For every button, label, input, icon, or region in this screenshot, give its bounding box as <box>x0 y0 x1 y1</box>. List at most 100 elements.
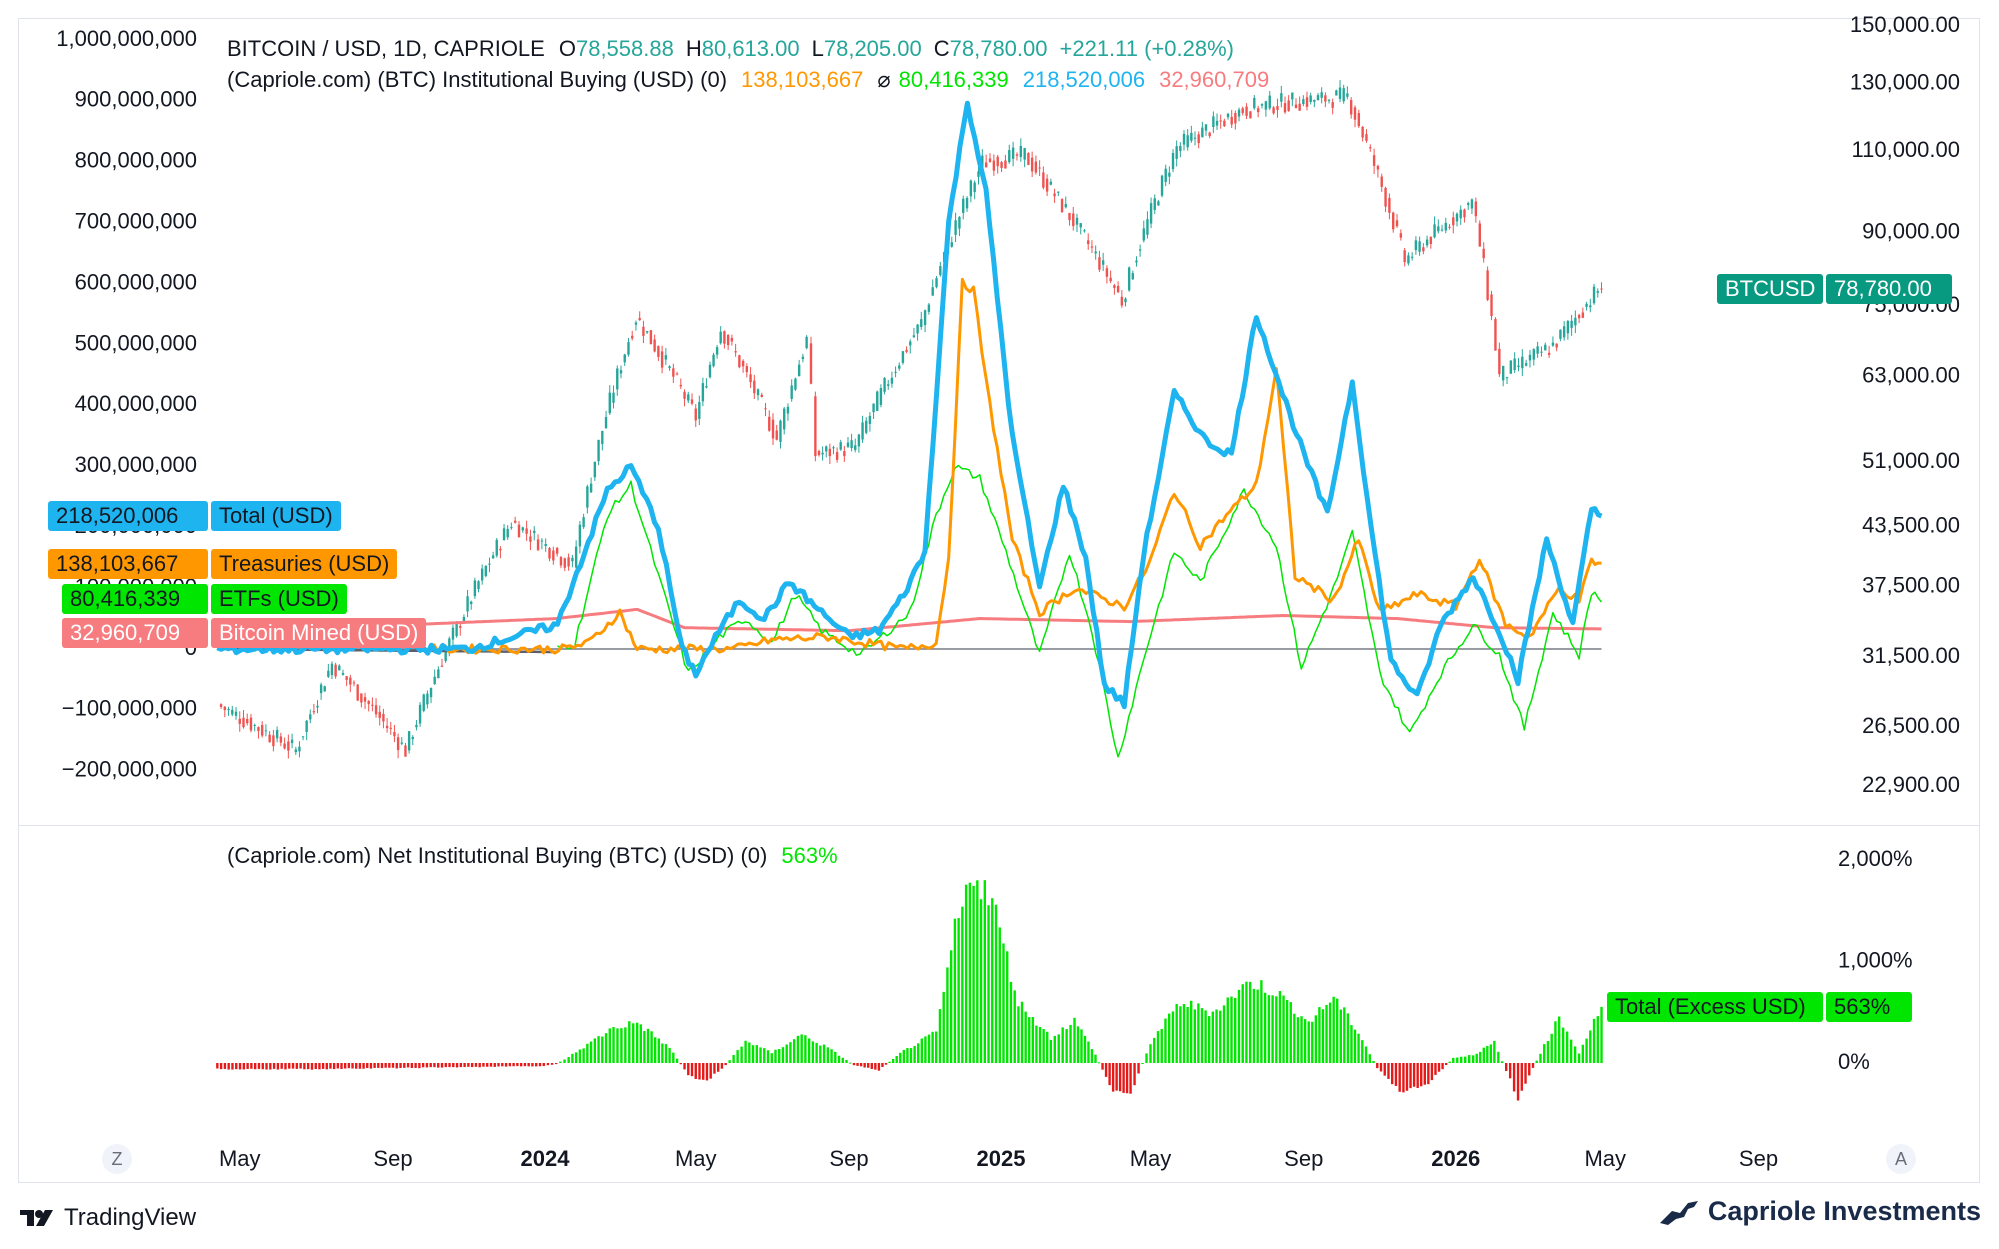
price-candle <box>548 547 551 559</box>
histogram-bar <box>863 1063 866 1068</box>
zoom-reset-button[interactable]: Z <box>102 1144 132 1174</box>
pane-divider[interactable] <box>18 825 1980 826</box>
price-candle <box>821 452 824 455</box>
histogram-bar <box>1468 1055 1471 1063</box>
histogram-bar <box>216 1063 219 1069</box>
histogram-bar <box>563 1059 566 1063</box>
capriole-logo[interactable]: Capriole Investments <box>1658 1196 1981 1227</box>
histogram-bar <box>759 1047 762 1063</box>
indicator-legend[interactable]: (Capriole.com) (BTC) Institutional Buyin… <box>227 67 1277 93</box>
price-candle <box>1600 288 1603 290</box>
price-candle <box>1142 228 1145 241</box>
price-tick-label: 63,000.00 <box>1862 363 1960 388</box>
price-candle <box>1324 95 1327 102</box>
histogram-bar <box>1006 951 1009 1063</box>
histogram-bar <box>1118 1063 1122 1092</box>
price-candle <box>1131 273 1135 280</box>
histogram-bar <box>1208 1016 1211 1063</box>
price-candle <box>525 528 528 534</box>
histogram-bar <box>1303 1019 1307 1063</box>
percent-axis: 2,000% 1,000% 0% <box>1838 846 1913 1074</box>
tradingview-logo[interactable]: TradingView <box>18 1204 196 1232</box>
histogram-bar <box>497 1063 500 1067</box>
histogram-bar <box>957 918 960 1063</box>
price-candle <box>1212 116 1215 127</box>
price-candle <box>1135 260 1138 263</box>
histogram-bar <box>340 1063 343 1070</box>
price-candle <box>1190 132 1193 141</box>
time-axis: May Sep 2024 May Sep 2025 May Sep 2026 May Sep <box>219 1146 1778 1171</box>
price-candle <box>1422 247 1425 252</box>
price-candle <box>396 737 400 751</box>
price-candle <box>1399 233 1403 238</box>
price-candle <box>480 568 484 581</box>
histogram-bar <box>1427 1063 1430 1085</box>
price-tick-label: 37,500.00 <box>1862 572 1960 597</box>
low-value: 78,205.00 <box>823 36 922 61</box>
histogram-bar <box>1197 1003 1200 1063</box>
price-candle <box>912 335 916 338</box>
histogram-bar <box>1296 1017 1300 1063</box>
histogram-bar <box>744 1040 747 1063</box>
price-candle <box>309 714 312 720</box>
histogram-bar <box>1285 999 1289 1063</box>
mined-label-badge: Bitcoin Mined (USD) <box>211 618 427 648</box>
price-candle <box>672 368 675 377</box>
price-candle <box>1291 92 1294 100</box>
histogram-bar <box>1448 1061 1451 1063</box>
price-candle <box>1353 107 1357 120</box>
price-candle <box>338 665 341 671</box>
histogram-bar <box>732 1055 735 1063</box>
histogram-bar <box>1267 995 1271 1063</box>
histogram-bar <box>1057 1034 1060 1063</box>
symbol-legend[interactable]: BITCOIN / USD, 1D, CAPRIOLE O78,558.88 H80… <box>227 36 1242 62</box>
usd-tick-label: 900,000,000 <box>75 87 197 112</box>
histogram-bar <box>1101 1063 1104 1070</box>
histogram-bar <box>1508 1063 1512 1079</box>
histogram-bar <box>406 1063 410 1068</box>
histogram-bar <box>1153 1037 1156 1063</box>
histogram-bar <box>1383 1063 1386 1076</box>
histogram-bar <box>874 1063 877 1070</box>
btcusd-label-badge: BTCUSD <box>1717 274 1823 304</box>
price-candle <box>437 669 440 679</box>
price-candle <box>540 540 544 542</box>
price-candle <box>1072 213 1075 227</box>
histogram-bar <box>399 1063 402 1068</box>
histogram-bar <box>463 1063 466 1068</box>
price-candle <box>857 434 861 447</box>
price-candle <box>1444 222 1447 231</box>
histogram-bar <box>593 1038 597 1063</box>
price-candle <box>1079 223 1082 228</box>
histogram-bar <box>470 1063 474 1068</box>
histogram-bar <box>1398 1063 1401 1092</box>
price-candle <box>589 483 593 493</box>
price-candle <box>272 735 275 747</box>
histogram-bar <box>1405 1063 1409 1091</box>
price-candle <box>1164 168 1167 182</box>
histogram-bar <box>1017 1006 1020 1063</box>
price-candle <box>404 745 407 757</box>
price-candle <box>1109 277 1112 282</box>
percent-tick-label: 1,000% <box>1838 947 1913 972</box>
price-candle <box>879 388 883 405</box>
price-candle <box>790 385 793 399</box>
treasuries-value: 138,103,667 <box>741 67 864 92</box>
price-candle <box>760 394 763 397</box>
price-candle <box>1540 351 1543 353</box>
time-tick-label: Sep <box>1284 1146 1323 1171</box>
price-candle <box>1437 226 1440 232</box>
histogram-bar <box>519 1063 523 1067</box>
time-tick-label: May <box>219 1146 261 1171</box>
histogram-bar <box>661 1043 664 1063</box>
price-candle <box>675 373 679 375</box>
histogram-bar <box>1137 1063 1140 1074</box>
lower-indicator-legend[interactable]: (Capriole.com) Net Institutional Buying … <box>227 843 846 869</box>
histogram-bar <box>884 1063 888 1065</box>
histogram-bar <box>909 1048 913 1063</box>
price-candle <box>1241 108 1244 114</box>
auto-scale-button[interactable]: A <box>1886 1144 1916 1174</box>
price-candle <box>1559 329 1562 339</box>
price-candle <box>234 711 238 716</box>
